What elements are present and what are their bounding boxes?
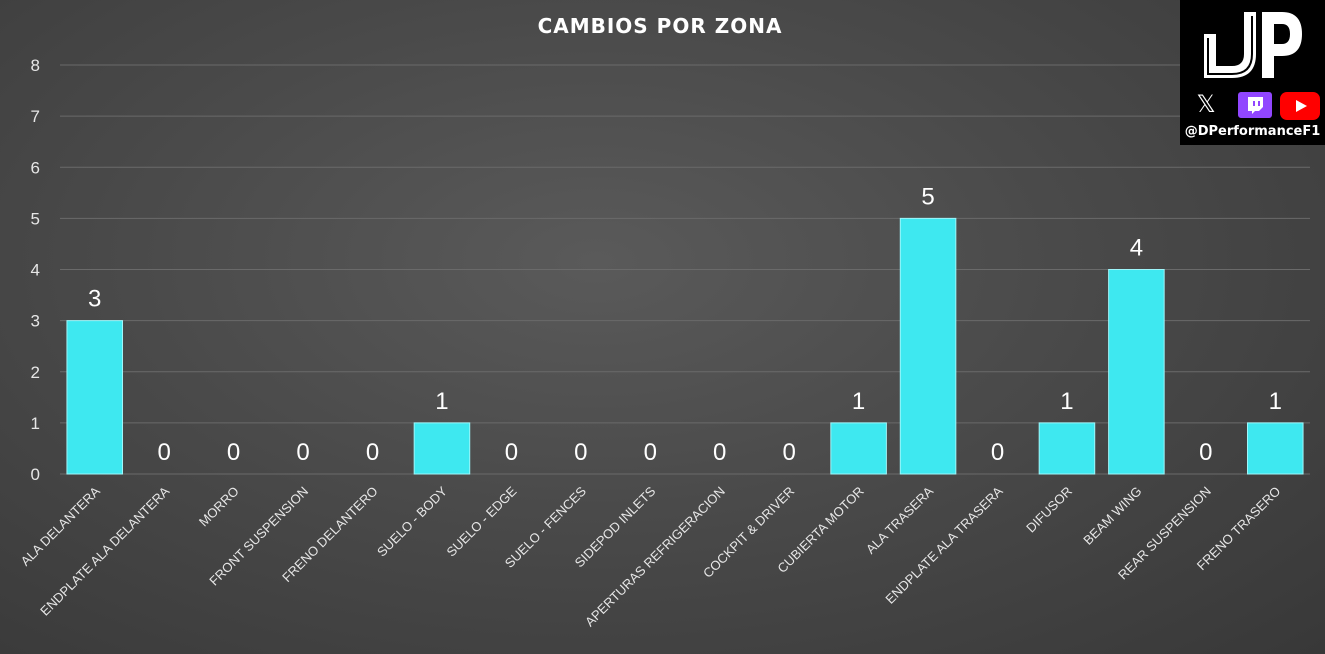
twitch-icon: [1238, 92, 1272, 118]
x-tick-label: ENDPLATE ALA TRASERA: [882, 483, 1005, 606]
data-label: 1: [1060, 388, 1073, 415]
data-label: 0: [157, 439, 170, 466]
bar: [413, 422, 471, 475]
data-label: 0: [644, 439, 657, 466]
y-tick-label: 5: [31, 209, 40, 228]
chart-title: CAMBIOS POR ZONA: [538, 14, 783, 38]
x-tick-label: ENDPLATE ALA DELANTERA: [37, 483, 172, 618]
bar: [1247, 422, 1304, 475]
y-tick-label: 8: [31, 56, 40, 75]
data-label: 4: [1130, 235, 1143, 262]
bar: [1108, 269, 1165, 475]
y-tick-label: 4: [31, 261, 40, 280]
data-label: 1: [1269, 388, 1282, 415]
y-axis-ticks: 0 1 2 3 4 5 6 7 8: [31, 56, 40, 484]
bar: [830, 422, 887, 475]
data-label: 1: [852, 388, 865, 415]
x-tick-label: DIFUSOR: [1023, 484, 1075, 536]
data-label: 5: [921, 183, 934, 210]
data-label: 0: [505, 439, 518, 466]
data-label: 1: [435, 388, 448, 415]
youtube-icon: [1280, 92, 1320, 120]
data-label: 0: [991, 439, 1004, 466]
y-tick-label: 0: [31, 465, 40, 484]
brand-logo: 𝕏 @DPerformanceF1: [1180, 0, 1325, 145]
bar: [1038, 422, 1096, 475]
y-tick-label: 7: [31, 107, 40, 126]
data-label: 0: [366, 439, 379, 466]
social-handle: @DPerformanceF1: [1184, 124, 1321, 139]
gridlines: [60, 64, 1310, 475]
data-labels: 3 0 0 0 0 1 0 0 0 0 0 1 5 0 1 4 0 1: [88, 183, 1282, 466]
data-label: 0: [713, 439, 726, 466]
y-tick-label: 6: [31, 158, 40, 177]
data-label: 0: [227, 439, 240, 466]
data-label: 0: [782, 439, 795, 466]
y-tick-label: 1: [31, 414, 40, 433]
data-label: 0: [1199, 439, 1212, 466]
x-tick-label: BEAM WING: [1080, 484, 1144, 548]
social-icons: 𝕏: [1180, 90, 1325, 122]
bar: [66, 320, 123, 475]
x-tick-label: SUELO - EDGE: [444, 483, 520, 559]
x-tick-label: APERTURAS REFRIGERACION: [582, 484, 728, 630]
y-tick-label: 3: [31, 312, 40, 331]
data-label: 3: [88, 286, 101, 313]
x-tick-label: MORRO: [196, 484, 242, 530]
bars: [66, 217, 1304, 475]
bar: [899, 217, 957, 475]
data-label: 0: [574, 439, 587, 466]
x-icon: 𝕏: [1196, 90, 1216, 118]
x-tick-label: ALA TRASERA: [863, 483, 937, 557]
x-tick-label: SUELO - BODY: [374, 483, 450, 559]
dp-logo-icon: [1204, 12, 1302, 78]
data-label: 0: [296, 439, 309, 466]
y-tick-label: 2: [31, 363, 40, 382]
